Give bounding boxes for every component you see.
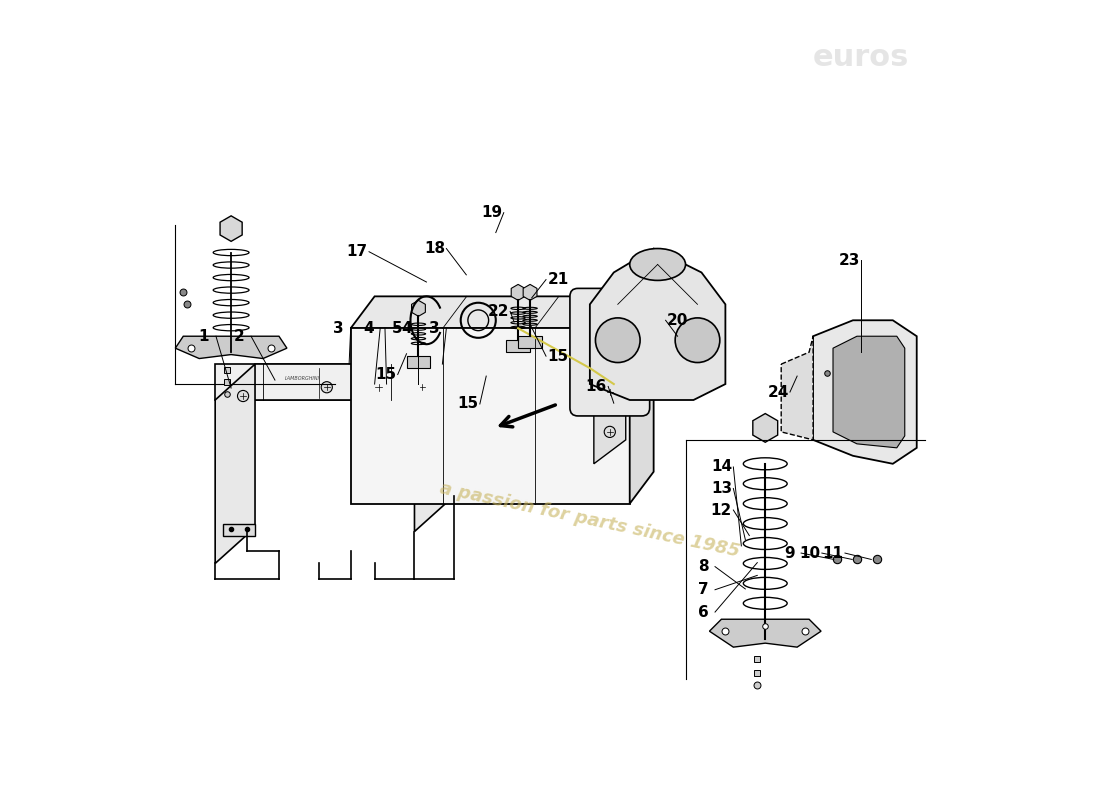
Text: 8: 8 (697, 559, 708, 574)
Text: 22: 22 (487, 304, 509, 319)
Text: 6: 6 (697, 605, 708, 619)
Bar (351, 328, 629, 504)
Polygon shape (415, 364, 454, 531)
Text: 16: 16 (585, 379, 607, 394)
Text: 23: 23 (838, 253, 859, 268)
Polygon shape (594, 384, 626, 464)
Text: 18: 18 (424, 241, 446, 256)
Text: 14: 14 (711, 459, 732, 474)
Text: 15: 15 (548, 349, 569, 364)
Text: 5: 5 (392, 321, 403, 336)
Polygon shape (216, 364, 255, 563)
Text: 4: 4 (363, 321, 374, 336)
Polygon shape (223, 523, 255, 535)
Circle shape (238, 390, 249, 402)
Polygon shape (833, 336, 905, 448)
Circle shape (417, 382, 428, 393)
Polygon shape (590, 249, 725, 400)
Text: 2: 2 (233, 329, 244, 344)
Bar (407, 356, 430, 368)
Text: 11: 11 (823, 546, 844, 561)
Polygon shape (175, 336, 287, 358)
Circle shape (675, 318, 719, 362)
Polygon shape (710, 619, 821, 647)
Circle shape (595, 318, 640, 362)
Text: 17: 17 (346, 244, 367, 259)
Ellipse shape (629, 249, 685, 281)
Bar (506, 340, 530, 352)
Text: 3: 3 (429, 321, 440, 336)
Polygon shape (351, 296, 653, 328)
Text: 15: 15 (458, 397, 478, 411)
Text: 4: 4 (402, 321, 411, 336)
Text: a passion for parts since 1985: a passion for parts since 1985 (438, 479, 741, 560)
Text: 21: 21 (548, 272, 569, 287)
Text: 20: 20 (667, 313, 689, 328)
Text: 7: 7 (697, 582, 708, 598)
Bar (518, 336, 542, 348)
FancyBboxPatch shape (570, 288, 650, 416)
Text: 10: 10 (800, 546, 821, 561)
Polygon shape (216, 364, 454, 400)
Text: 13: 13 (711, 481, 732, 496)
Text: 15: 15 (375, 367, 396, 382)
Text: euros: euros (813, 42, 909, 72)
Text: 1: 1 (199, 329, 209, 344)
Polygon shape (781, 336, 813, 440)
FancyArrowPatch shape (500, 405, 556, 427)
Circle shape (604, 426, 615, 438)
Text: 19: 19 (481, 205, 503, 220)
Circle shape (321, 382, 332, 393)
Polygon shape (216, 364, 454, 400)
Text: 9: 9 (784, 546, 794, 561)
Text: 3: 3 (333, 321, 344, 336)
Text: LAMBORGHINI: LAMBORGHINI (285, 376, 320, 381)
Polygon shape (813, 320, 916, 464)
Circle shape (604, 386, 615, 398)
Polygon shape (629, 296, 653, 504)
Text: 24: 24 (768, 385, 789, 399)
Circle shape (372, 380, 386, 394)
Text: 12: 12 (711, 502, 732, 518)
